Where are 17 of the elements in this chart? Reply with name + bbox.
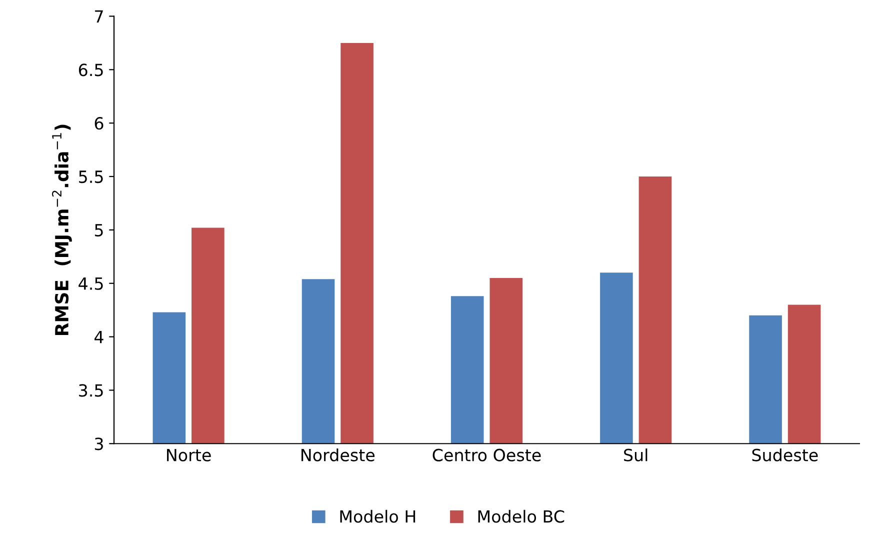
x-tick-label: Sudeste (752, 448, 818, 462)
y-axis-title: RMSE (MJ.m$^{−2}$.dia$^{−1}$) (52, 124, 72, 335)
y-tick-label: 6.5 (78, 64, 103, 76)
y-tick-label: 3 (94, 438, 103, 450)
legend-label: Modelo BC (478, 510, 564, 523)
y-tick-label: 6 (94, 117, 104, 130)
y-tick-label: 5 (94, 224, 103, 236)
legend-label: Modelo H (340, 510, 416, 523)
y-tick-label: 7 (95, 10, 103, 23)
y-tick-label: 3.5 (79, 384, 103, 397)
x-tick-label: Sul (624, 448, 648, 462)
x-tick-label: Norte (167, 448, 211, 462)
y-tick-label: 4 (94, 330, 104, 344)
x-tick-label: Nordeste (302, 448, 375, 462)
y-tick-label: 4.5 (78, 278, 103, 290)
y-tick-label: 5.5 (79, 170, 103, 184)
x-tick-label: Centro Oeste (432, 448, 541, 462)
